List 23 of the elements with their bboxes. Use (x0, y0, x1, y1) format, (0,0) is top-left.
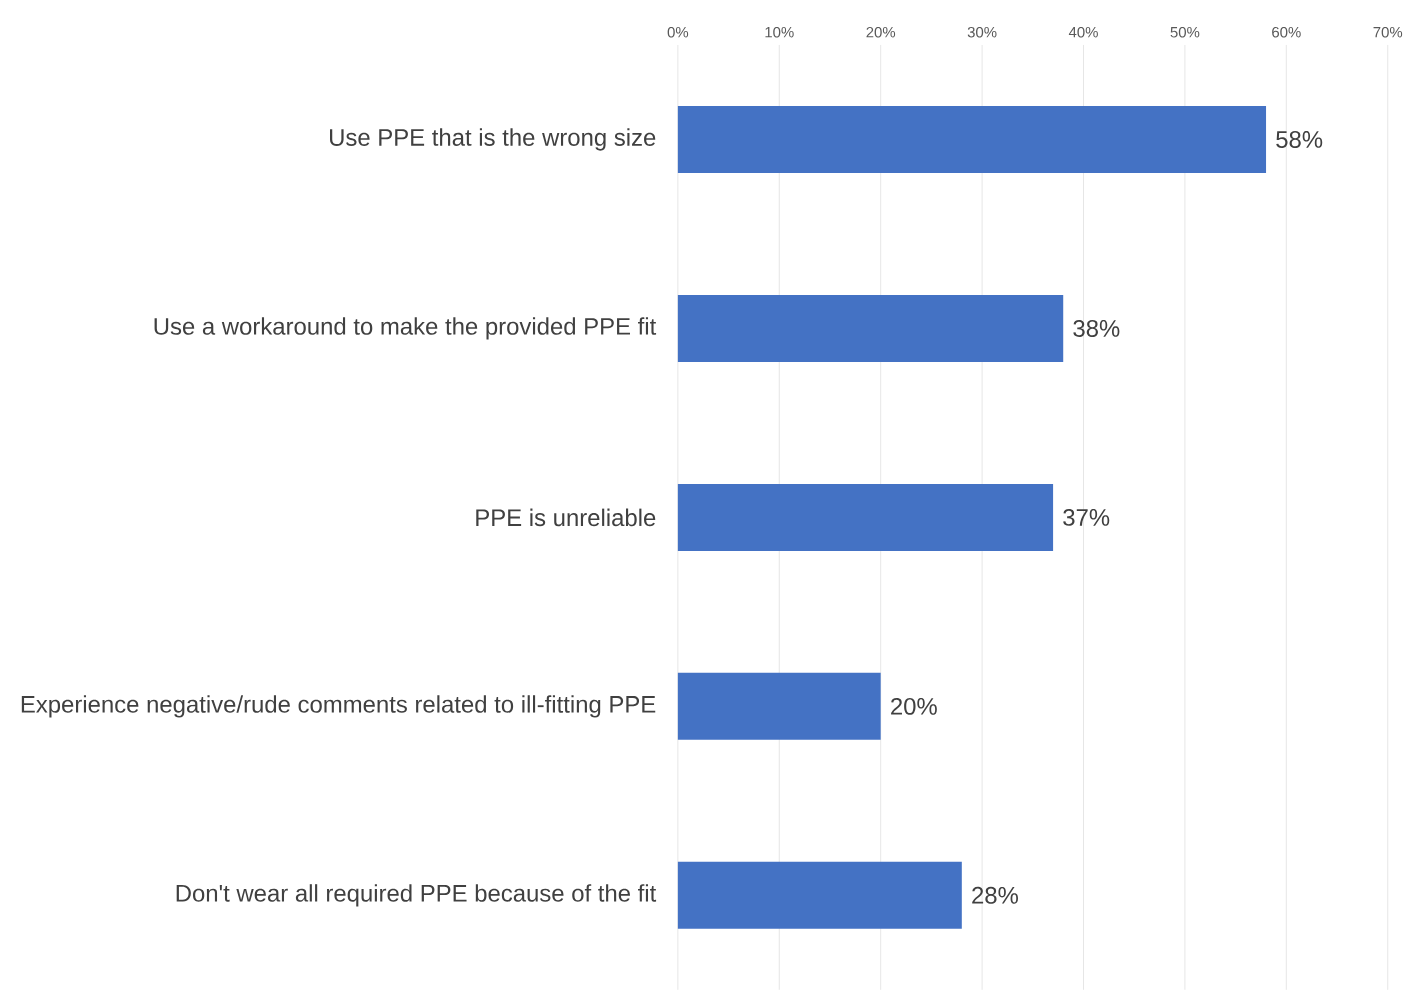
x-tick-label: 40% (1068, 26, 1098, 38)
bar (677, 861, 962, 929)
data-label: 58% (1276, 131, 1323, 149)
data-label: 20% (891, 698, 937, 715)
x-tick-label: 70% (1373, 26, 1403, 38)
data-label: 28% (972, 886, 1018, 904)
data-label: 37% (1063, 509, 1110, 526)
x-tick-label: 10% (765, 26, 794, 38)
bar (677, 295, 1064, 363)
x-tick-label: 0% (667, 26, 689, 38)
bar (677, 672, 881, 740)
x-tick-label: 30% (967, 26, 997, 38)
data-label: 38% (1073, 320, 1120, 337)
y-tick-label: Use PPE that is the wrong size (330, 128, 656, 151)
x-tick-label: 60% (1272, 26, 1301, 38)
y-tick-label: PPE is unreliable (476, 508, 656, 527)
x-tick-label: 20% (866, 26, 896, 38)
y-tick-label: Use a workaround to make the provided PPE fit (154, 317, 657, 340)
x-tick-label: 50% (1170, 26, 1200, 38)
y-tick-label: Experience negative/rude comments related to ill-fitting PPE (21, 695, 656, 718)
y-tick-label: Don't wear all required PPE because of the fit (176, 884, 657, 907)
bar (677, 106, 1267, 174)
bar (677, 484, 1054, 551)
